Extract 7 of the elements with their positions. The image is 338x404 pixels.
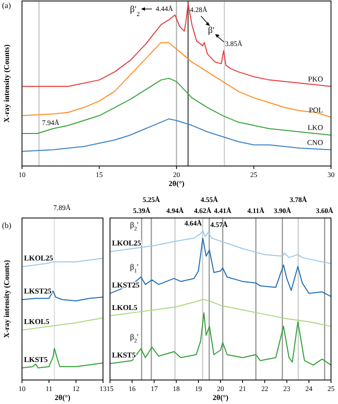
annotation: β′ (208, 25, 215, 35)
chart-title: (a) (2, 1, 12, 10)
annotation: β$_{1}$′ (130, 262, 139, 274)
chart-title: (b) (2, 221, 12, 230)
annotation: β$_{2}$′ (130, 220, 139, 233)
annotation: β′$_{2}$ (130, 4, 140, 18)
annotation: β$_{2}$′ (130, 332, 139, 345)
